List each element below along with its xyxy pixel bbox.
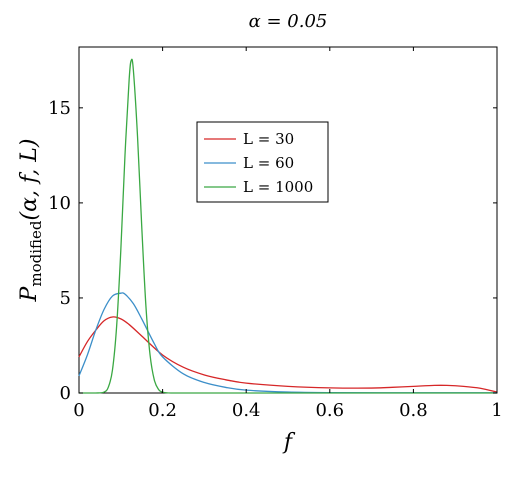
legend-label-l60: L = 60 [243,154,294,172]
x-tick-label: 0 [73,400,84,421]
chart-title: α = 0.05 [249,11,328,32]
legend-entry-2: L = 60 [204,154,294,172]
series-line-l1000 [79,58,497,394]
x-tick-label: 0.8 [399,400,428,421]
x-tick-label: 0.6 [315,400,344,421]
legend-label-l30: L = 30 [243,130,294,148]
series-layer [78,58,498,394]
y-axis-label-text: Pmodified(α, f, L) [17,139,45,303]
y-label-sub: modified [27,220,45,287]
legend-entry-3: L = 1000 [204,178,313,196]
y-tick-label: 0 [60,383,71,404]
legend-entry-1: L = 30 [204,130,294,148]
legend: L = 30 L = 60 L = 1000 [196,121,329,203]
x-tick-label: 0.2 [148,400,177,421]
y-tick-label: 15 [48,98,71,119]
y-label-main: P [17,285,42,302]
series-line-l60 [78,292,498,394]
x-tick-label: 1 [491,400,502,421]
legend-label-l1000: L = 1000 [243,178,313,196]
y-axis-label: Pmodified(α, f, L) [17,139,45,303]
legend-box [196,121,329,203]
series-line-l30 [78,316,498,393]
x-axis-label: f [282,430,296,455]
y-label-args: (α, f, L) [17,139,42,221]
y-tick-label: 10 [48,193,71,214]
x-tick-label: 0.4 [232,400,261,421]
y-tick-label: 5 [60,288,71,309]
